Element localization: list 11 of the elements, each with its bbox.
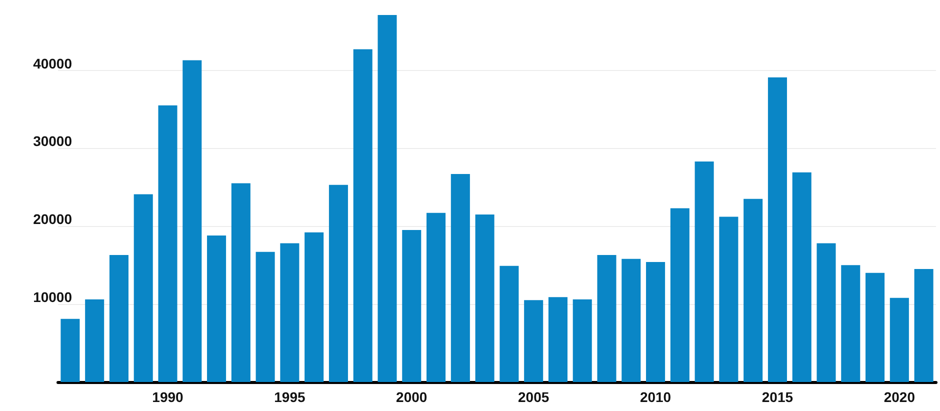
x-tick-label: 2010 (640, 389, 672, 405)
x-tick-label: 2005 (518, 389, 550, 405)
y-tick-label: 20000 (33, 211, 72, 228)
x-tick-label: 2020 (884, 389, 916, 405)
x-tick-label: 1995 (274, 389, 306, 405)
x-tick-label: 2000 (396, 389, 428, 405)
x-tick-label: 1990 (152, 389, 184, 405)
y-tick-label: 30000 (33, 133, 72, 150)
x-tick-label: 2015 (762, 389, 794, 405)
y-tick-label: 10000 (33, 289, 72, 306)
y-tick-label: 40000 (33, 55, 72, 72)
